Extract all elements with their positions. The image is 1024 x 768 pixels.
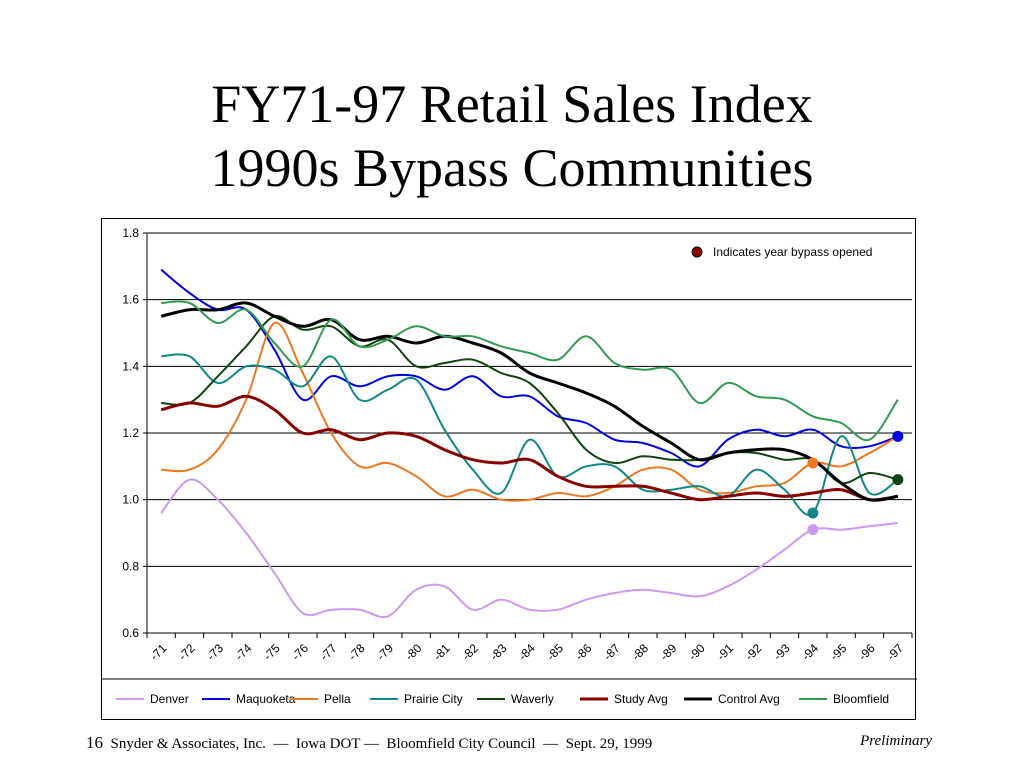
x-tick-label: -94 [799, 641, 821, 663]
bypass-marker-waverly [892, 474, 904, 486]
x-tick-label: -95 [827, 641, 849, 663]
y-tick-label: 1.0 [122, 493, 139, 507]
annotation-marker [691, 246, 703, 258]
series-line-bloomfield [161, 300, 899, 442]
x-tick-label: -74 [232, 641, 254, 663]
y-tick-label: 1.6 [122, 293, 139, 307]
bypass-marker-prairie-city [807, 507, 819, 519]
legend-label: Prairie City [404, 692, 463, 706]
title-line-1: FY71-97 Retail Sales Index [211, 74, 813, 134]
y-tick-label: 1.4 [122, 359, 139, 373]
y-tick-label: 1.2 [122, 426, 139, 440]
y-tick-label: 0.8 [122, 559, 139, 573]
bypass-marker-pella [807, 457, 819, 469]
x-tick-label: -87 [601, 641, 623, 663]
legend-label: Control Avg [718, 692, 780, 706]
x-tick-label: -86 [572, 641, 594, 663]
series-line-control-avg [160, 301, 899, 502]
x-tick-label: -97 [884, 641, 906, 663]
x-tick-label: -84 [516, 641, 538, 663]
annotation-label: Indicates year bypass opened [713, 245, 872, 259]
x-tick-label: -80 [402, 641, 424, 663]
legend-label: Bloomfield [833, 692, 889, 706]
series-line-maquoketa [160, 268, 899, 468]
slide-title: FY71-97 Retail Sales Index 1990s Bypass … [0, 72, 1024, 200]
x-tick-label: -79 [374, 641, 396, 663]
series-line-study-avg [160, 394, 899, 502]
series-line-prairie-city [161, 353, 899, 516]
y-tick-label: 1.8 [122, 226, 139, 240]
legend-label: Study Avg [614, 692, 668, 706]
legend-label: Maquoketa [236, 692, 296, 706]
footer-text: Snyder & Associates, Inc. — Iowa DOT — B… [110, 736, 653, 752]
x-tick-label: -90 [686, 641, 708, 663]
x-tick-label: -77 [317, 641, 339, 663]
retail-sales-index-chart: 0.60.81.01.21.41.61.8-71 -72 -73 -74 -75 -76-… [102, 226, 917, 706]
page-number: 16 [86, 733, 103, 752]
x-tick-label: -72 [176, 641, 198, 663]
x-tick-label: -96 [856, 641, 878, 663]
legend-label: Denver [150, 692, 189, 706]
legend-label: Waverly [511, 692, 554, 706]
slide-footer: 16 Snyder & Associates, Inc. — Iowa DOT … [86, 733, 652, 753]
x-tick-label: -73 [204, 641, 226, 663]
footer-status: Preliminary [860, 733, 932, 749]
x-tick-label: -88 [629, 641, 651, 663]
title-line-2: 1990s Bypass Communities [210, 138, 814, 198]
x-tick-label: -78 [346, 641, 368, 663]
x-tick-label: -89 [657, 641, 679, 663]
x-tick-label: -82 [459, 641, 481, 663]
bypass-marker-denver [807, 524, 819, 536]
x-tick-label: -76 [289, 641, 311, 663]
x-tick-label: -85 [544, 641, 566, 663]
x-tick-label: -81 [431, 641, 453, 663]
x-tick-label: -71 [147, 641, 169, 663]
x-tick-label: -91 [714, 641, 736, 663]
bypass-marker-maquoketa [892, 430, 904, 442]
legend-label: Pella [324, 692, 351, 706]
x-tick-label: -93 [771, 641, 793, 663]
x-tick-label: -75 [261, 641, 283, 663]
series-line-waverly [161, 315, 899, 485]
series-line-denver [160, 478, 898, 619]
chart-frame: 0.6 0.8 1.0 1.2 1.4 1.6 1.8 -71 -72 -73 -74 -75 -76-… [101, 218, 917, 720]
y-tick-label: 0.6 [122, 626, 139, 640]
series-line-pella [161, 321, 899, 502]
x-tick-label: -92 [742, 641, 764, 663]
x-tick-label: -83 [487, 641, 509, 663]
